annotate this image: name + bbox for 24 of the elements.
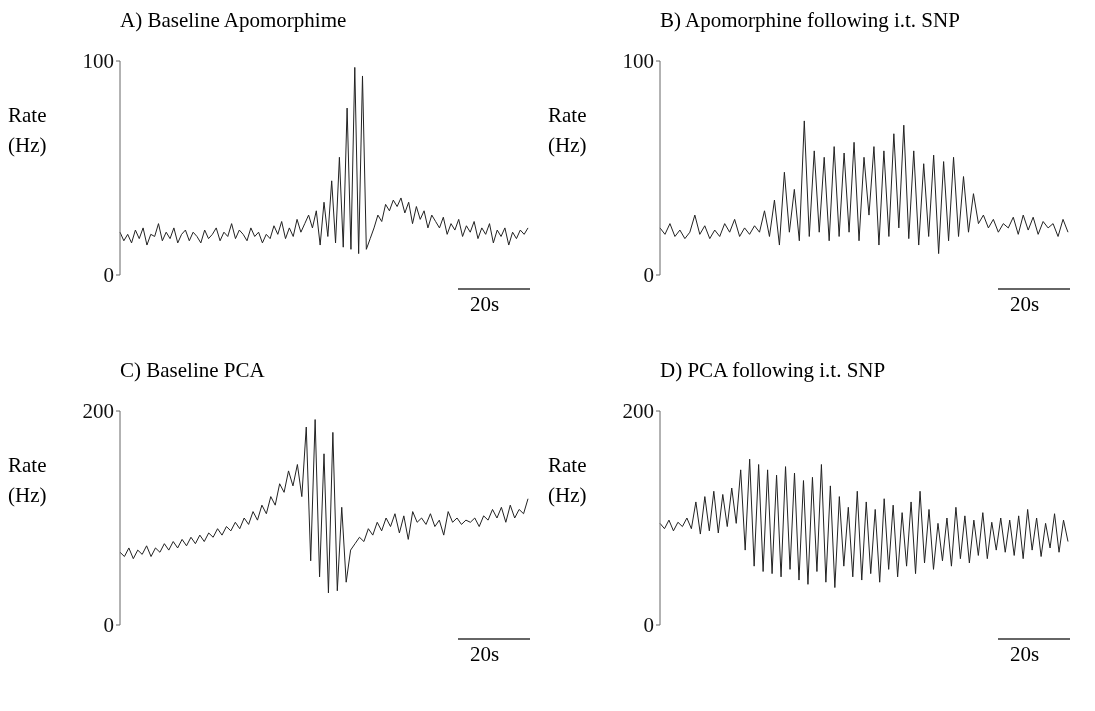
y-axis-title: Rate (Hz) xyxy=(548,102,587,159)
y-tick-label: 200 xyxy=(82,399,114,424)
y-tick-label: 0 xyxy=(103,613,114,638)
y-tick-label: 0 xyxy=(643,613,654,638)
chart-title: A) Baseline Apomorphime xyxy=(120,8,347,33)
line-series xyxy=(659,458,1069,589)
y-axis-title: Rate (Hz) xyxy=(8,102,47,159)
chart-title: D) PCA following i.t. SNP xyxy=(660,358,886,383)
y-axis-title: Rate (Hz) xyxy=(548,452,587,509)
chart-title: B) Apomorphine following i.t. SNP xyxy=(660,8,960,33)
y-tick-label: 0 xyxy=(103,263,114,288)
line-series xyxy=(119,66,529,255)
y-tick-label: 100 xyxy=(622,49,654,74)
text: 20s xyxy=(1010,642,1040,667)
y-axis-title: Rate (Hz) xyxy=(8,452,47,509)
text: 20s xyxy=(470,292,500,317)
y-tick-label: 0 xyxy=(643,263,654,288)
line-series xyxy=(659,120,1069,255)
y-tick-label: 200 xyxy=(622,399,654,424)
y-tick-label: 100 xyxy=(82,49,114,74)
line-series xyxy=(119,419,529,594)
chart-title: C) Baseline PCA xyxy=(120,358,265,383)
text: 20s xyxy=(470,642,500,667)
text: 20s xyxy=(1010,292,1040,317)
